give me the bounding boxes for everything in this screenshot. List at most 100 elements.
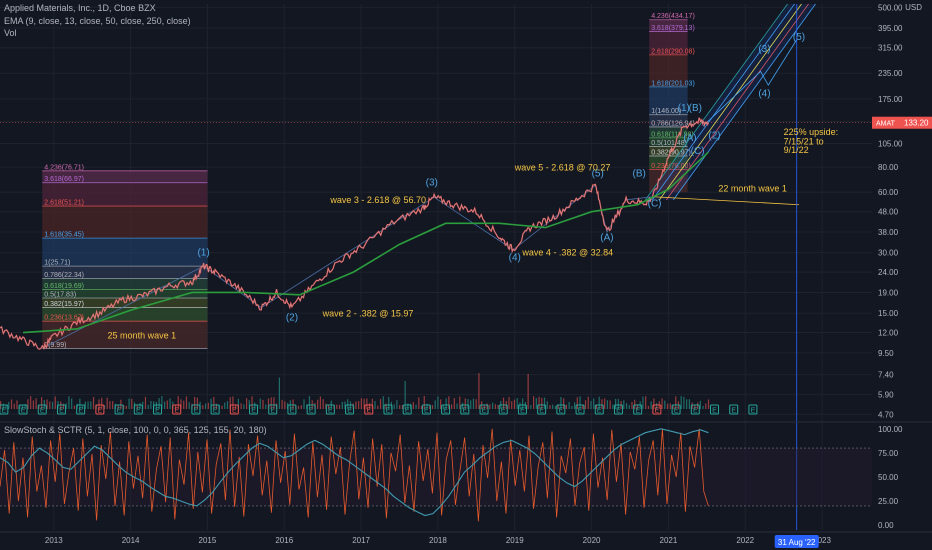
volume-bar-36 (98, 399, 100, 409)
volume-bar-258 (705, 403, 707, 409)
volume-bar-213 (582, 405, 584, 409)
earnings-box-23 (441, 404, 451, 415)
volume-bar-134 (366, 398, 368, 409)
volume-bar-223 (609, 400, 611, 409)
price-line-highlight (0, 117, 709, 350)
volume-bar-178 (486, 403, 488, 409)
wave-label-9: (2) (708, 131, 720, 142)
volume-bar-147 (401, 405, 403, 409)
volume-bar-118 (322, 399, 324, 409)
volume-bar-111 (303, 399, 305, 409)
volume-bar-173 (472, 398, 475, 409)
volume-legend[interactable]: Vol (4, 28, 17, 38)
volume-bar-198 (541, 398, 543, 409)
y-tick-2: 7.40 (878, 371, 894, 380)
fib-left-label-8: 0.382(15.97) (44, 301, 84, 308)
earnings-letter-36: E (693, 408, 698, 415)
volume-bar-123 (336, 404, 338, 409)
channel-line-0 (645, 3, 788, 201)
earnings-box-37 (710, 404, 720, 415)
volume-bar-10 (27, 399, 29, 409)
volume-bar-131 (358, 401, 360, 409)
volume-bar-76 (207, 402, 209, 409)
wave-label-5: (A) (600, 232, 613, 243)
y-tick-7: 24.00 (878, 268, 899, 277)
earnings-box-18 (345, 404, 355, 415)
wave-label-8: (1) (678, 103, 690, 114)
fib-right-label-7: 0.5(101.48) (651, 140, 687, 147)
y-tick-18: 395.00 (878, 24, 903, 33)
volume-bar-235 (642, 396, 644, 409)
fib-right-zone-8 (649, 155, 688, 170)
volume-bar-55 (150, 401, 152, 409)
volume-bar-91 (248, 400, 250, 409)
volume-bar-100 (273, 397, 275, 409)
earnings-box-10 (191, 404, 201, 415)
volume-bar-137 (374, 401, 376, 409)
fib-right-label-0: 4.236(434.17) (651, 13, 695, 20)
earnings-box-2 (37, 404, 47, 415)
earnings-box-31 (594, 404, 604, 415)
earnings-letter-16: E (309, 408, 314, 415)
volume-bar-2 (5, 405, 7, 409)
earnings-letter-39: E (751, 408, 756, 415)
volume-bar-44 (120, 399, 122, 409)
earnings-letter-0: E (2, 408, 7, 415)
volume-bar-61 (166, 400, 168, 409)
volume-bar-58 (158, 398, 160, 409)
volume-bar-140 (382, 396, 384, 409)
volume-bar-182 (497, 405, 499, 409)
fib-left-label-7: 0.5(17.83) (44, 292, 76, 299)
earnings-box-17 (325, 404, 335, 415)
wave-label-0: (1) (197, 248, 209, 259)
price-axis-background (872, 0, 932, 550)
oscillator-legend[interactable]: SlowStoch & SCTR (5, 1, close, 100, 0, 0… (4, 425, 267, 435)
earnings-letter-11: E (213, 408, 218, 415)
volume-bar-8 (21, 404, 24, 409)
fib-left-label-9: 0.236(13.67) (44, 315, 84, 322)
annotation-2: wave 3 - 2.618 @ 56.70 (329, 195, 426, 205)
volume-bar-207 (565, 404, 567, 409)
volume-bar-104 (284, 401, 286, 409)
earnings-box-39 (748, 404, 758, 415)
fib-left-zone-3 (42, 238, 208, 267)
volume-bar-252 (688, 399, 690, 409)
wave-label-12: (5) (793, 32, 805, 43)
volume-bar-50 (136, 405, 138, 409)
earnings-letter-3: E (59, 408, 64, 415)
wave-label-2: (3) (426, 177, 438, 188)
earnings-box-9 (172, 404, 182, 415)
volume-bar-187 (511, 401, 513, 409)
volume-bar-240 (655, 403, 658, 409)
fib-right-label-3: 1.618(201.03) (651, 80, 695, 87)
volume-bar-83 (226, 401, 229, 409)
price-lines (0, 117, 709, 350)
volume-bar-179 (489, 404, 491, 409)
y-tick-11: 60.00 (878, 188, 899, 197)
earnings-box-25 (479, 404, 489, 415)
ema-label: EMA (9, close, 13, close, 50, close, 250… (4, 16, 191, 26)
fib-right-label-2: 2.618(290.08) (651, 48, 695, 55)
wave-label-1: (2) (286, 312, 298, 323)
volume-bar-253 (691, 402, 693, 409)
volume-bar-9 (24, 404, 26, 409)
earnings-letter-27: E (520, 408, 525, 415)
volume-bar-217 (593, 398, 595, 409)
volume-bar-126 (344, 401, 346, 409)
volume-bar-11 (30, 396, 32, 409)
volume-bar-232 (634, 399, 636, 409)
fib-left-zone-4 (42, 266, 208, 279)
symbol-legend[interactable]: Applied Materials, Inc., 1D, Cboe BZX (4, 3, 156, 13)
ema-legend[interactable]: EMA (9, close, 13, close, 50, close, 250… (4, 16, 191, 26)
volume-bar-30 (81, 405, 84, 409)
y-tick-12: 80.00 (878, 163, 899, 172)
volume-bar-17 (46, 399, 48, 409)
volume-bar-5 (13, 403, 15, 409)
earnings-letter-32: E (616, 408, 621, 415)
volume-bar-116 (317, 399, 319, 409)
volume-bar-244 (666, 403, 669, 409)
fib-left-zone-5 (42, 278, 208, 290)
volume-bar-152 (415, 404, 417, 409)
y-tick-4: 12.00 (878, 329, 899, 338)
